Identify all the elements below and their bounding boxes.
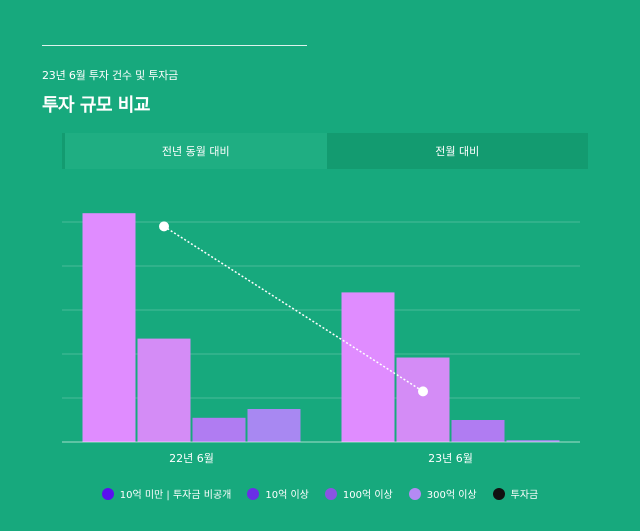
legend-swatch <box>408 487 421 500</box>
legend-label: 투자금 <box>510 490 539 501</box>
legend-item-under-1b[interactable]: 10억 미만 | 투자금 비공개 <box>101 486 232 501</box>
legend-swatch <box>247 487 260 500</box>
bar <box>192 417 246 442</box>
tab-month-over-month[interactable]: 전월 대비 <box>326 133 588 169</box>
bar <box>82 213 136 442</box>
tab-year-over-year[interactable]: 전년 동월 대비 <box>62 133 327 169</box>
investment-line <box>163 225 424 393</box>
comparison-tabs: 전년 동월 대비 전월 대비 <box>62 133 588 169</box>
legend-swatch <box>101 487 114 500</box>
legend-label: 300억 이상 <box>426 490 477 501</box>
chart-subtitle: 23년 6월 투자 건수 및 투자금 <box>42 69 179 82</box>
bar <box>137 338 191 442</box>
legend-item-investment[interactable]: 투자금 <box>492 486 539 501</box>
bar <box>341 292 395 442</box>
legend-label: 10억 이상 <box>265 490 309 501</box>
chart-legend: 10억 미만 | 투자금 비공개 10억 이상 100억 이상 300억 이상 … <box>0 486 640 501</box>
x-tick-label: 22년 6월 <box>169 452 214 465</box>
legend-item-30b-plus[interactable]: 300억 이상 <box>408 486 477 501</box>
legend-item-10b-plus[interactable]: 100억 이상 <box>324 486 393 501</box>
legend-swatch <box>492 487 505 500</box>
legend-label: 10억 미만 | 투자금 비공개 <box>119 490 232 501</box>
x-tick-label: 23년 6월 <box>428 452 473 465</box>
bar <box>506 440 560 442</box>
line-point <box>418 386 428 397</box>
legend-label: 100억 이상 <box>342 490 393 501</box>
top-rule <box>42 45 307 46</box>
legend-item-1b-plus[interactable]: 10억 이상 <box>247 486 309 501</box>
bar <box>451 420 505 442</box>
legend-swatch <box>324 487 337 500</box>
bar <box>247 409 301 442</box>
line-point <box>159 221 169 232</box>
bar <box>396 357 450 442</box>
chart-title: 투자 규모 비교 <box>42 95 150 116</box>
